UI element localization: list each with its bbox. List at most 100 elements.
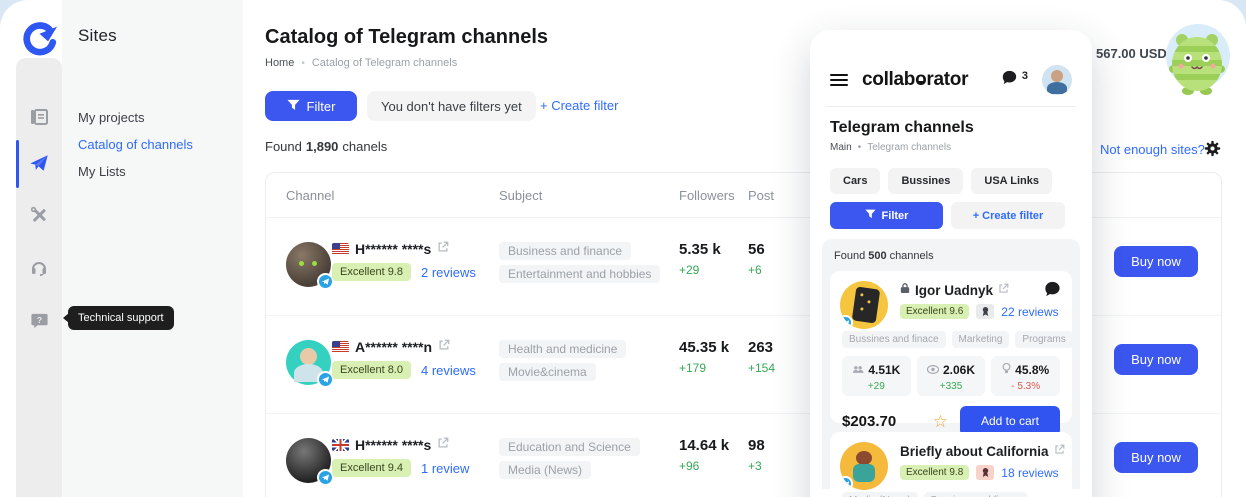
- lightbulb-icon: [1002, 361, 1011, 379]
- avatar[interactable]: [840, 281, 888, 329]
- er-stat: 45.8% - 5.3%: [991, 356, 1061, 396]
- settings-gear-icon[interactable]: [1204, 140, 1221, 162]
- avatar[interactable]: [286, 242, 334, 290]
- results-section: Found 500 channels Igor Uadnyk Excellent 9…: [822, 239, 1080, 497]
- buy-now-button[interactable]: Buy now: [1114, 442, 1198, 473]
- no-filters-label: You don't have filters yet: [367, 91, 536, 121]
- header-subject: Subject: [499, 188, 543, 203]
- followers-metric: 45.35 k +179: [679, 339, 730, 375]
- tab-bussines[interactable]: Bussines: [888, 168, 964, 194]
- medal-badge-icon: [976, 465, 995, 480]
- filter-icon: [287, 99, 300, 114]
- sidebar-help-icon[interactable]: ?: [16, 300, 62, 340]
- collaborator-logo-icon[interactable]: [21, 20, 59, 58]
- divider: [826, 106, 1076, 107]
- create-filter-link[interactable]: + Create filter: [540, 98, 619, 113]
- followers-metric: 5.35 k +29: [679, 241, 721, 277]
- followers-metric: 14.64 k +96: [679, 437, 730, 473]
- avatar[interactable]: [840, 442, 888, 490]
- breadcrumb-current: Catalog of Telegram channels: [311, 57, 458, 69]
- rating-badge: Excellent 9.8: [332, 263, 411, 281]
- sidebar-nav: Sites My projects Catalog of channels My…: [62, 0, 243, 497]
- channel-name[interactable]: H****** ****s: [355, 241, 432, 257]
- reviews-link[interactable]: 18 reviews: [1001, 465, 1059, 480]
- channel-name[interactable]: A****** ****n: [355, 339, 433, 355]
- buy-now-button[interactable]: Buy now: [1114, 344, 1198, 375]
- chat-count: 3: [1021, 70, 1028, 82]
- channel-name[interactable]: Igor Uadnyk: [915, 282, 994, 298]
- subject-tags: Business and finance Entertainment and h…: [499, 242, 661, 283]
- followers-stat: 4.51K +29: [842, 356, 911, 396]
- messages-button[interactable]: 3: [1001, 70, 1028, 90]
- mobile-header: collaborator 3: [830, 64, 1072, 96]
- header-channel: Channel: [286, 188, 335, 203]
- collaborator-wordmark: collaborator: [862, 69, 969, 90]
- sidebar-projects-icon[interactable]: [16, 97, 62, 137]
- buy-now-button[interactable]: Buy now: [1114, 246, 1198, 277]
- sidebar-item-my-projects[interactable]: My projects: [78, 110, 145, 125]
- avatar[interactable]: [286, 438, 334, 486]
- mobile-breadcrumb: Main • Telegram channels: [830, 142, 1072, 153]
- breadcrumb-home[interactable]: Main: [830, 142, 852, 153]
- channel-name[interactable]: H****** ****s: [355, 437, 432, 453]
- sidebar-item-catalog-of-channels[interactable]: Catalog of channels: [78, 137, 193, 152]
- reviews-link[interactable]: 1 review: [420, 460, 470, 476]
- reviews-link[interactable]: 4 reviews: [420, 362, 476, 378]
- mobile-create-filter-button[interactable]: + Create filter: [951, 202, 1065, 229]
- sidebar-channels-icon[interactable]: [16, 143, 62, 183]
- channel-name[interactable]: Briefly about California: [900, 443, 1049, 459]
- rating-badge: Excellent 9.4: [332, 459, 411, 477]
- page-title: Catalog of Telegram channels: [265, 26, 549, 48]
- posts-metric: 56 +6: [748, 241, 765, 277]
- stats-row: 4.51K +29 2.06K +335 4: [842, 356, 1061, 396]
- sidebar-title: Sites: [78, 26, 117, 45]
- breadcrumb-separator: •: [857, 142, 862, 153]
- rating-badge: Excellent 9.8: [900, 465, 970, 480]
- favorite-star-icon[interactable]: ☆: [932, 411, 948, 431]
- lock-icon: [900, 281, 910, 299]
- external-link-icon[interactable]: [438, 338, 450, 356]
- mascot-character[interactable]: [1158, 22, 1234, 103]
- mobile-page-title: Telegram channels: [830, 119, 974, 136]
- sidebar-item-my-lists[interactable]: My Lists: [78, 164, 126, 179]
- found-count: 1,890: [305, 139, 339, 154]
- subject-tags: Health and medicine Movie&cinema: [499, 340, 627, 381]
- table-row: H****** ****s Excellent 9.8 2 reviews Bu…: [266, 218, 1221, 316]
- icon-rail: [16, 58, 62, 497]
- filter-icon: [864, 209, 876, 222]
- people-icon: [852, 361, 864, 379]
- found-count-line: Found 1,890 chanels: [265, 139, 388, 154]
- reviews-link[interactable]: 22 reviews: [1001, 304, 1059, 319]
- posts-metric: 263 +154: [748, 339, 776, 375]
- saved-filter-tabs: Cars Bussines USA Links: [830, 168, 1072, 194]
- reviews-link[interactable]: 2 reviews: [420, 264, 476, 280]
- sidebar-tools-icon[interactable]: [16, 195, 62, 235]
- menu-icon[interactable]: [830, 74, 848, 86]
- external-link-icon[interactable]: [437, 436, 449, 454]
- subject-tags: Education and Science Media (News): [499, 438, 640, 479]
- user-avatar[interactable]: [1042, 65, 1072, 95]
- external-link-icon[interactable]: [1054, 442, 1065, 460]
- channel-card: Briefly about California Excellent 9.8 1…: [830, 432, 1072, 497]
- mobile-filter-button[interactable]: Filter: [830, 202, 943, 229]
- not-enough-sites-link[interactable]: Not enough sites?: [1100, 142, 1205, 157]
- active-section-indicator: [16, 140, 19, 188]
- chat-bubble-icon[interactable]: [1043, 281, 1062, 302]
- telegram-badge-icon: [317, 371, 334, 388]
- us-flag-icon: [332, 243, 349, 255]
- external-link-icon[interactable]: [437, 240, 449, 258]
- tab-usa-links[interactable]: USA Links: [971, 168, 1052, 194]
- price: $203.70: [842, 412, 897, 430]
- external-link-icon[interactable]: [998, 281, 1009, 299]
- sidebar-support-icon[interactable]: [16, 248, 62, 288]
- telegram-badge-icon: [840, 476, 853, 490]
- avatar[interactable]: [286, 340, 334, 388]
- table-row: H****** ****s Excellent 9.4 1 review Edu…: [266, 414, 1221, 497]
- telegram-badge-icon: [317, 469, 334, 486]
- table-row: A****** ****n Excellent 8.0 4 reviews He…: [266, 316, 1221, 414]
- tab-cars[interactable]: Cars: [830, 168, 881, 194]
- add-to-cart-button[interactable]: Add to cart: [960, 406, 1060, 436]
- filter-button[interactable]: Filter: [265, 91, 357, 121]
- breadcrumb-home[interactable]: Home: [265, 57, 295, 69]
